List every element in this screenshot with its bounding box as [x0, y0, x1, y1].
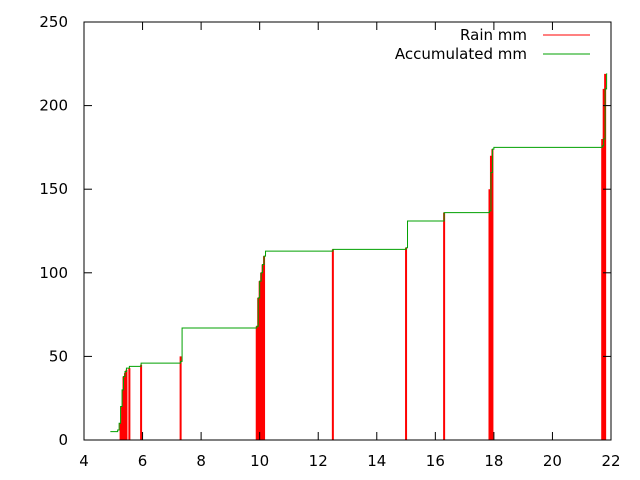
legend: Rain mm Accumulated mm	[395, 26, 590, 63]
y-tick-label: 150	[39, 180, 68, 198]
accumulated-line	[110, 73, 608, 433]
x-tick-label: 10	[250, 452, 269, 470]
accumulated-steps	[110, 73, 608, 433]
x-tick-label: 4	[79, 452, 89, 470]
x-tick-label: 16	[426, 452, 445, 470]
rain-impulses	[119, 73, 607, 440]
y-axis: 0 50 100 150 200 250	[39, 13, 611, 449]
x-tick-label: 12	[309, 452, 328, 470]
x-tick-label: 18	[484, 452, 503, 470]
x-tick-label: 20	[543, 452, 562, 470]
plot-frame	[83, 21, 612, 441]
x-tick-label: 6	[138, 452, 148, 470]
x-axis: 4 6 8 10 12 14 16 18 20 22	[79, 22, 621, 470]
y-tick-label: 50	[49, 347, 68, 365]
x-tick-label: 22	[601, 452, 620, 470]
y-tick-label: 100	[39, 264, 68, 282]
legend-label-accumulated: Accumulated mm	[395, 45, 527, 63]
x-tick-label: 14	[367, 452, 386, 470]
y-tick-label: 0	[58, 431, 68, 449]
x-tick-label: 8	[196, 452, 206, 470]
legend-label-rain: Rain mm	[460, 26, 527, 44]
y-tick-label: 200	[39, 97, 68, 115]
y-tick-label: 250	[39, 13, 68, 31]
